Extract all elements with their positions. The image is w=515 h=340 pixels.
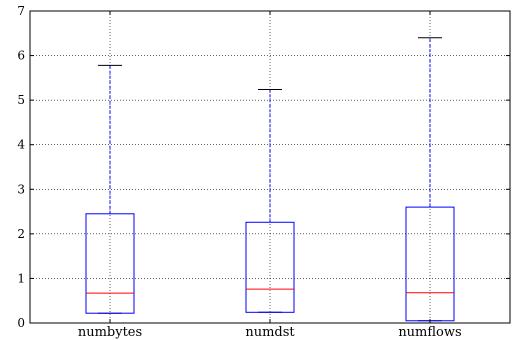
- y-tick-label: 2: [17, 227, 25, 241]
- y-tick-label: 6: [17, 49, 25, 63]
- box-iqr: [85, 213, 135, 314]
- x-axis-categories: numbytes numdst numflows: [78, 325, 462, 340]
- box-numbytes: [85, 64, 135, 314]
- x-category-label: numdst: [245, 325, 295, 340]
- y-tick-label: 1: [17, 271, 25, 285]
- y-tick-label: 5: [17, 93, 25, 107]
- x-category-label: numflows: [398, 325, 461, 340]
- y-tick-label: 4: [17, 138, 25, 152]
- y-tick-label: 0: [17, 316, 25, 330]
- y-tick-label: 3: [17, 182, 25, 196]
- x-category-label: numbytes: [78, 325, 142, 340]
- y-tick-label: 7: [17, 4, 25, 18]
- box-numdst: [245, 88, 295, 313]
- y-axis-ticks: 0 1 2 3 4 5 6 7: [17, 4, 510, 330]
- box-iqr: [245, 221, 295, 313]
